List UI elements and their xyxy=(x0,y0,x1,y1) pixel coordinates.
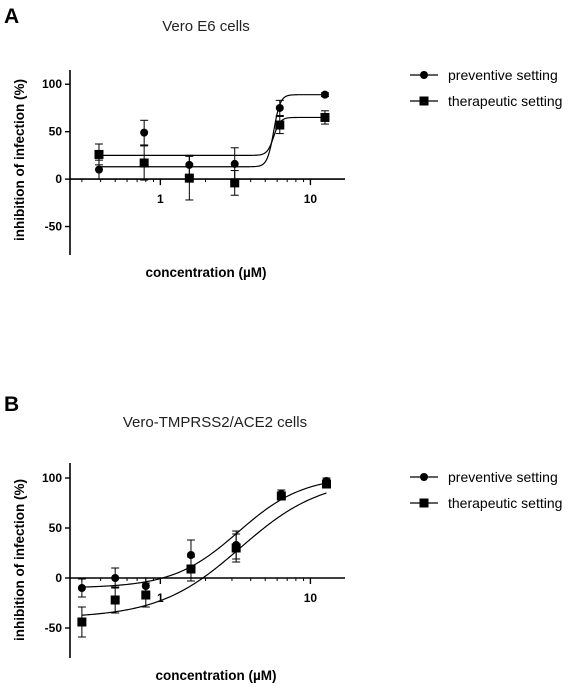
legend-marker xyxy=(420,71,428,79)
data-point xyxy=(230,159,239,168)
x-axis-label: concentration (µM) xyxy=(155,668,276,683)
data-point xyxy=(77,617,87,627)
fit-curve xyxy=(98,116,325,156)
fit-curve xyxy=(81,492,327,616)
data-point xyxy=(320,90,329,99)
series-preventive xyxy=(94,90,329,181)
panel-letter: A xyxy=(4,5,19,28)
data-point xyxy=(230,178,240,188)
fit-curve xyxy=(81,482,327,588)
data-point xyxy=(94,165,103,174)
y-tick-label: 0 xyxy=(55,172,62,186)
data-point xyxy=(275,120,285,130)
legend-label: therapeutic setting xyxy=(448,495,562,511)
legend-marker xyxy=(420,473,428,481)
y-tick-label: 100 xyxy=(42,77,62,91)
y-tick-label: 50 xyxy=(49,125,63,139)
data-point xyxy=(231,543,241,553)
x-tick-label: 1 xyxy=(157,192,164,206)
y-axis-label: inhibition of infection (%) xyxy=(12,479,27,641)
panel-b: B Vero-TMPRSS2/ACE2 cells concentration … xyxy=(4,393,562,683)
data-point xyxy=(184,173,194,183)
x-tick-label: 1 xyxy=(157,591,164,605)
data-point xyxy=(94,149,104,159)
x-tick-label: 10 xyxy=(304,591,318,605)
legend: preventive setting therapeutic setting xyxy=(410,469,562,511)
data-point xyxy=(186,564,196,574)
fit-curve xyxy=(98,94,325,168)
legend-label: preventive setting xyxy=(448,469,558,485)
data-point xyxy=(320,112,330,122)
data-point xyxy=(322,479,332,489)
x-tick-label: 10 xyxy=(304,192,318,206)
series-group xyxy=(77,477,332,638)
tick-group: -50 0 50 100 1 10 xyxy=(42,463,345,658)
y-axis-label: inhibition of infection (%) xyxy=(12,79,27,241)
x-axis-label: concentration (µM) xyxy=(145,265,266,280)
series-therapeutic xyxy=(94,110,330,201)
y-tick-label: 0 xyxy=(55,571,62,585)
legend-label: therapeutic setting xyxy=(448,93,562,109)
chart-title: Vero E6 cells xyxy=(162,18,250,35)
data-point xyxy=(111,574,120,582)
tick-group: -50 0 50 100 1 10 xyxy=(42,70,345,255)
panel-a: A Vero E6 cells concentration (µM) inhib… xyxy=(4,5,562,280)
panel-letter: B xyxy=(4,393,19,416)
data-point xyxy=(77,584,86,592)
legend-marker xyxy=(419,96,429,106)
data-point xyxy=(141,590,151,600)
y-tick-label: -50 xyxy=(45,220,63,234)
chart-title: Vero-TMPRSS2/ACE2 cells xyxy=(123,414,307,431)
data-point xyxy=(139,158,149,168)
series-group xyxy=(94,90,330,201)
data-point xyxy=(275,103,284,112)
data-point xyxy=(140,128,149,137)
legend-label: preventive setting xyxy=(448,67,558,83)
y-tick-label: 50 xyxy=(49,521,63,535)
legend-marker xyxy=(419,498,429,508)
y-tick-label: -50 xyxy=(45,621,63,635)
series-therapeutic xyxy=(77,479,332,638)
data-point xyxy=(276,491,286,501)
series-preventive xyxy=(77,477,331,598)
y-tick-label: 100 xyxy=(42,471,62,485)
legend: preventive setting therapeutic setting xyxy=(410,67,562,109)
data-point xyxy=(110,595,120,605)
